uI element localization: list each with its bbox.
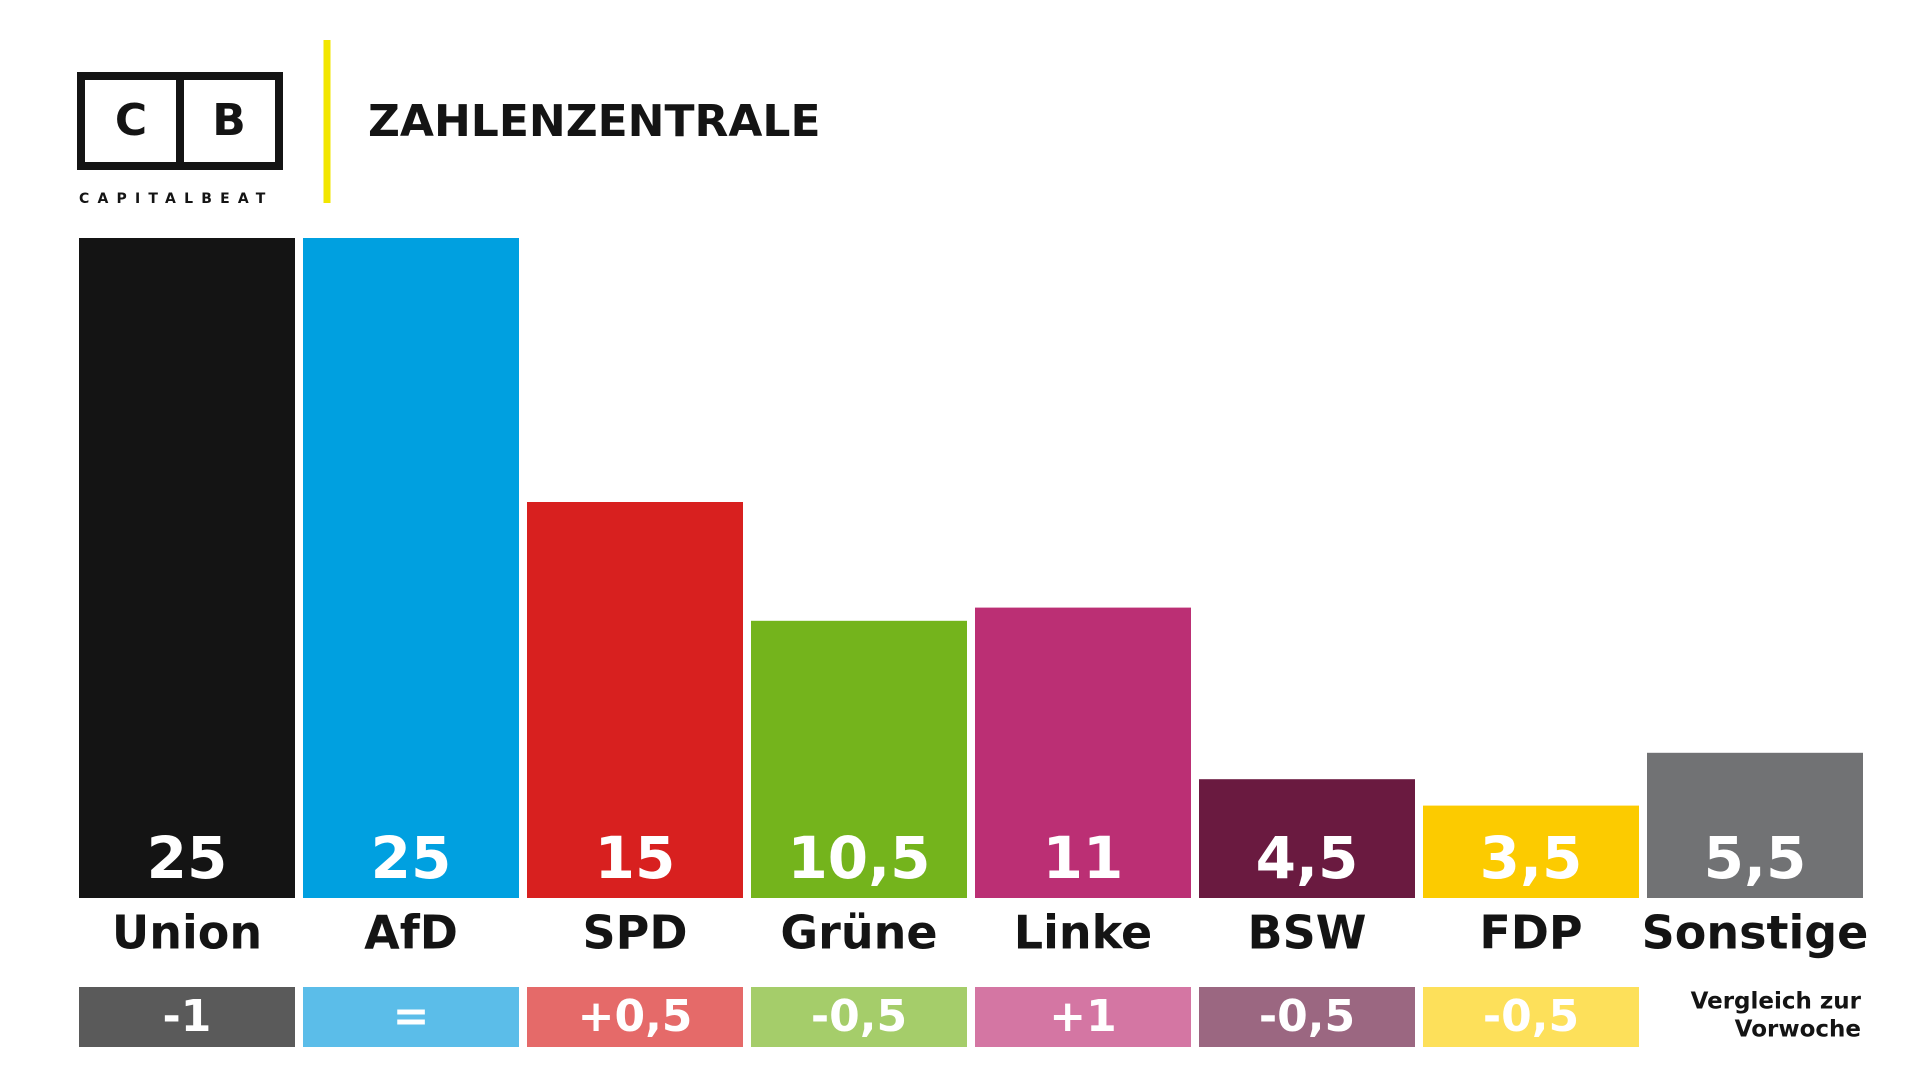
- change-box: [1199, 987, 1415, 1047]
- change-box: [79, 987, 295, 1047]
- category-label: Grüne: [780, 906, 937, 960]
- change-label: -0,5: [1483, 991, 1579, 1042]
- change-box: [751, 987, 967, 1047]
- value-label: 15: [595, 824, 676, 892]
- category-label: SPD: [582, 906, 687, 960]
- logo-letter: B: [212, 95, 246, 146]
- value-label: 25: [147, 824, 228, 892]
- bar: [975, 607, 1191, 898]
- bar: [527, 502, 743, 898]
- change-box: [527, 987, 743, 1047]
- bar: [1423, 805, 1639, 898]
- bar: [1199, 779, 1415, 898]
- value-label: 3,5: [1480, 824, 1583, 892]
- change-label: -0,5: [1259, 991, 1355, 1042]
- change-box: [1423, 987, 1639, 1047]
- change-box: [975, 987, 1191, 1047]
- value-label: 10,5: [787, 824, 930, 892]
- category-label: Linke: [1014, 906, 1152, 960]
- change-label: -1: [163, 991, 212, 1042]
- value-label: 25: [371, 824, 452, 892]
- bar: [79, 238, 295, 898]
- value-label: 11: [1043, 824, 1124, 892]
- bar: [751, 620, 967, 898]
- change-box: [303, 987, 519, 1047]
- logo-letter: C: [115, 95, 147, 146]
- category-label: AfD: [364, 906, 458, 960]
- change-note: Vorwoche: [1735, 1017, 1861, 1043]
- bar: [1647, 752, 1863, 898]
- title: ZAHLENZENTRALE: [368, 96, 821, 147]
- category-label: Union: [112, 906, 262, 960]
- value-label: 4,5: [1256, 824, 1359, 892]
- change-note: Vergleich zur: [1691, 989, 1862, 1015]
- change-label: +0,5: [578, 991, 693, 1042]
- change-label: +1: [1049, 991, 1116, 1042]
- change-label: -0,5: [811, 991, 907, 1042]
- bar: [303, 238, 519, 898]
- category-label: FDP: [1479, 906, 1582, 960]
- category-label: Sonstige: [1642, 906, 1869, 960]
- change-label: =: [393, 991, 430, 1042]
- brand: CAPITALBEAT: [79, 191, 274, 207]
- value-label: 5,5: [1704, 824, 1807, 892]
- category-label: BSW: [1248, 906, 1367, 960]
